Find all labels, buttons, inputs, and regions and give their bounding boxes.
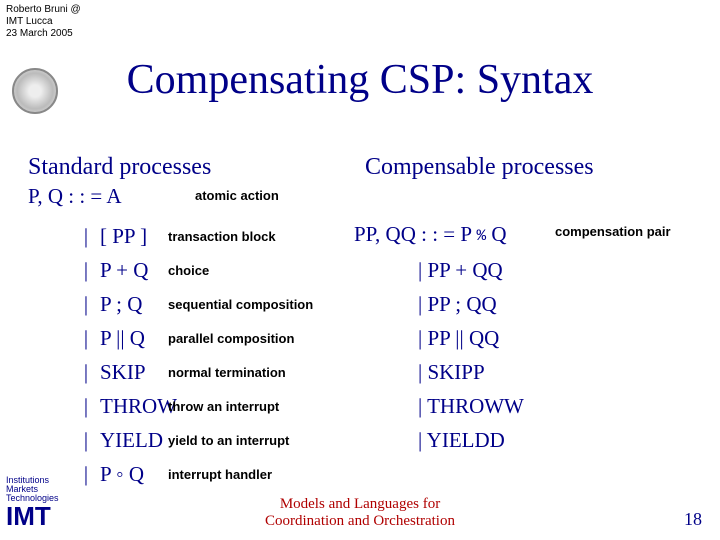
grammar-desc: interrupt handler [168,467,348,482]
pq-grammar-head: P, Q : : = A [28,184,122,209]
grammar-lhs: |SKIP [28,360,168,385]
grammar-rhs: | YIELDD [348,428,700,453]
grammar-row: |SKIPnormal termination| SKIPP [28,354,700,390]
grammar-desc: normal termination [168,365,348,380]
header-meta: Roberto Bruni @ IMT Lucca 23 March 2005 [6,4,81,40]
page-number: 18 [684,509,702,530]
grammar-row: |P ◦ Qinterrupt handler [28,456,700,492]
grammar-lhs: |[ PP ] [28,224,168,249]
footer-center: Models and Languages for Coordination an… [0,496,720,531]
atomic-action-label: atomic action [195,188,279,203]
inst-line: IMT Lucca [6,16,81,28]
grammar-desc: choice [168,263,348,278]
author-line: Roberto Bruni @ [6,4,81,16]
grammar-lhs: |P ; Q [28,292,168,317]
grammar-row: |[ PP ]transaction block [28,218,700,254]
grammar-lhs: |THROW [28,394,168,419]
grammar-desc: transaction block [168,229,348,244]
date-line: 23 March 2005 [6,28,81,40]
grammar-row: |P + Qchoice| PP + QQ [28,252,700,288]
compensable-processes-heading: Compensable processes [365,154,594,181]
grammar-rhs: | PP || QQ [348,326,700,351]
grammar-desc: yield to an interrupt [168,433,348,448]
grammar-row: |P ; Qsequential composition| PP ; QQ [28,286,700,322]
grammar-desc: sequential composition [168,297,348,312]
grammar-desc: throw an interrupt [168,399,348,414]
grammar-lhs: |P || Q [28,326,168,351]
grammar-rhs: | PP ; QQ [348,292,700,317]
grammar-lhs: |P + Q [28,258,168,283]
footer-center-1: Models and Languages for [280,496,440,512]
grammar-row: |THROWthrow an interrupt| THROWW [28,388,700,424]
grammar-rhs: | PP + QQ [348,258,700,283]
grammar-rhs: | SKIPP [348,360,700,385]
grammar-lhs: |YIELD [28,428,168,453]
grammar-row: |P || Qparallel composition| PP || QQ [28,320,700,356]
grammar-desc: parallel composition [168,331,348,346]
standard-processes-heading: Standard processes [28,154,211,181]
footer-center-2: Coordination and Orchestration [265,513,455,529]
grammar-row: |YIELDyield to an interrupt| YIELDD [28,422,700,458]
grammar-rhs: | THROWW [348,394,700,419]
slide-title: Compensating CSP: Syntax [0,56,720,104]
